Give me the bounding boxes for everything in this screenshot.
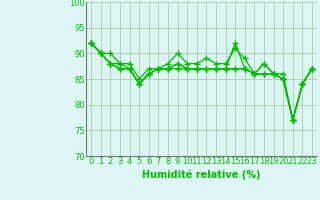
X-axis label: Humidité relative (%): Humidité relative (%) [142, 169, 261, 180]
